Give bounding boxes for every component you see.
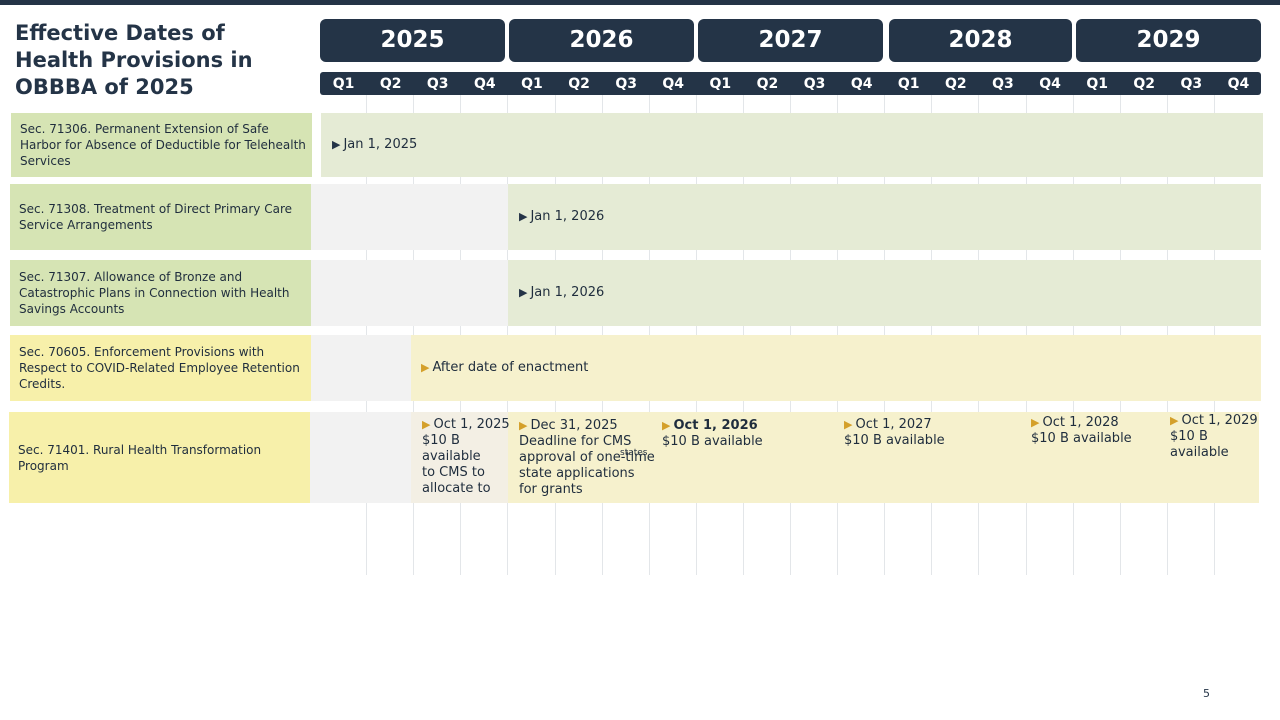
milestone-line: Deadline for CMS [519,434,632,449]
milestone-line: available [1170,445,1229,460]
rural-milestone-2027-oct: ▶ Oct 1, 2027 $10 B available [844,417,945,449]
quarter-label: Q4 [1227,76,1250,92]
milestone-date: Oct 1, 2028 [1042,415,1119,430]
triangle-marker-icon: ▶ [662,419,671,432]
milestone-line: $10 B available [844,433,945,448]
rural-milestone-2029-oct: ▶ Oct 1, 2029 $10 B available [1170,413,1258,461]
triangle-marker-icon: ▶ [1170,414,1179,427]
milestone-line: for grants [519,482,583,497]
quarter-label: Q2 [1133,76,1156,92]
overlapping-text: states [620,448,648,458]
quarter-label: Q4 [662,76,685,92]
rural-milestone-2028-oct: ▶ Oct 1, 2028 $10 B available [1031,415,1132,447]
rural-milestone-2026-oct: ▶ Oct 1, 2026 $10 B available [662,418,763,450]
milestone-line: state applications [519,466,635,481]
provision-label-71306: Sec. 71306. Permanent Extension of Safe … [11,113,312,177]
provision-label-71308: Sec. 71308. Treatment of Direct Primary … [10,184,311,250]
milestone-date: Oct 1, 2029 [1181,413,1258,428]
provision-label-70605: Sec. 70605. Enforcement Provisions with … [10,335,311,401]
milestone-line: to CMS to [422,465,485,480]
provision-marker-70605: ▶ After date of enactment [421,360,588,376]
provision-bar-71308 [508,184,1261,250]
quarter-label: Q1 [709,76,732,92]
milestone-date: Dec 31, 2025 [530,418,618,433]
provision-bar-71307 [508,260,1261,326]
milestone-line: $10 B [422,433,460,448]
quarter-label: Q2 [379,76,402,92]
provision-pre-period-71307 [311,260,508,326]
triangle-marker-icon: ▶ [519,286,528,299]
quarter-label: Q2 [756,76,779,92]
year-header-2025: 2025 [320,19,505,62]
milestone-line: approval of one-time [519,450,655,465]
marker-date: Jan 1, 2026 [530,285,605,300]
quarter-label: Q3 [992,76,1014,92]
provision-pre-period-71308 [311,184,508,250]
quarter-label: Q2 [568,76,590,92]
page-title: Effective Dates of Health Provisions in … [15,21,253,99]
quarter-label: Q4 [1039,76,1061,92]
provision-pre-period-71401 [310,412,411,503]
quarter-label: Q3 [615,76,637,92]
marker-date: Jan 1, 2026 [530,209,605,224]
milestone-line: $10 B [1170,429,1208,444]
provision-bar-71306 [321,113,1263,177]
triangle-marker-icon: ▶ [422,418,431,431]
triangle-marker-icon: ▶ [844,418,853,431]
year-header-2027: 2027 [698,19,883,62]
milestone-date: Oct 1, 2027 [855,417,932,432]
quarter-label: Q3 [1180,76,1203,92]
quarter-label: Q1 [332,76,355,92]
milestone-date: Oct 1, 2025 [433,417,510,432]
quarter-label: Q1 [897,76,920,92]
triangle-marker-icon: ▶ [519,419,528,432]
quarter-label: Q4 [850,76,873,92]
quarter-label: Q3 [426,76,449,92]
provision-bar-70605 [411,335,1261,401]
year-header-2026: 2026 [509,19,694,62]
provision-marker-71306: ▶ Jan 1, 2025 [332,137,417,153]
top-accent-bar [0,0,1280,5]
page-number: 5 [1203,687,1210,700]
quarter-label: Q1 [521,76,543,92]
milestone-line: $10 B available [1031,431,1132,446]
triangle-marker-icon: ▶ [421,361,430,374]
quarter-label: Q2 [945,76,967,92]
marker-date: After date of enactment [432,360,589,375]
milestone-line: $10 B available [662,434,763,449]
quarter-label: Q1 [1086,76,1108,92]
year-header-2029: 2029 [1076,19,1261,62]
milestone-line: available [422,449,481,464]
marker-date: Jan 1, 2025 [343,137,418,152]
quarter-header-bar [320,72,1261,95]
year-header-2028: 2028 [889,19,1072,62]
provision-marker-71308: ▶ Jan 1, 2026 [519,209,604,225]
provision-label-71401: Sec. 71401. Rural Health Transformation … [9,412,310,503]
rural-milestone-2025-oct: ▶ Oct 1, 2025 $10 B available to CMS to a… [422,417,510,497]
provision-marker-71307: ▶ Jan 1, 2026 [519,285,604,301]
triangle-marker-icon: ▶ [332,138,341,151]
triangle-marker-icon: ▶ [519,210,528,223]
provision-bar-71401-initial [411,412,508,503]
rural-milestone-2025-dec: ▶ Dec 31, 2025 Deadline for CMS approval … [519,418,655,498]
quarter-label: Q3 [803,76,826,92]
provision-bar-71401 [508,412,1259,503]
milestone-date: Oct 1, 2026 [673,418,758,433]
quarter-label: Q4 [474,76,496,92]
provision-label-71307: Sec. 71307. Allowance of Bronze and Cata… [10,260,311,326]
milestone-line: allocate to [422,481,491,496]
triangle-marker-icon: ▶ [1031,416,1040,429]
provision-pre-period-70605 [311,335,411,401]
